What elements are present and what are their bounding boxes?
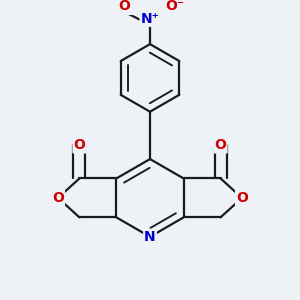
Text: O: O xyxy=(236,191,248,205)
Text: O: O xyxy=(119,0,130,13)
Text: N⁺: N⁺ xyxy=(141,12,159,26)
Text: O: O xyxy=(74,138,86,152)
Text: O⁻: O⁻ xyxy=(166,0,185,13)
Text: N: N xyxy=(144,230,156,244)
Text: O: O xyxy=(52,191,64,205)
Text: O: O xyxy=(214,138,226,152)
